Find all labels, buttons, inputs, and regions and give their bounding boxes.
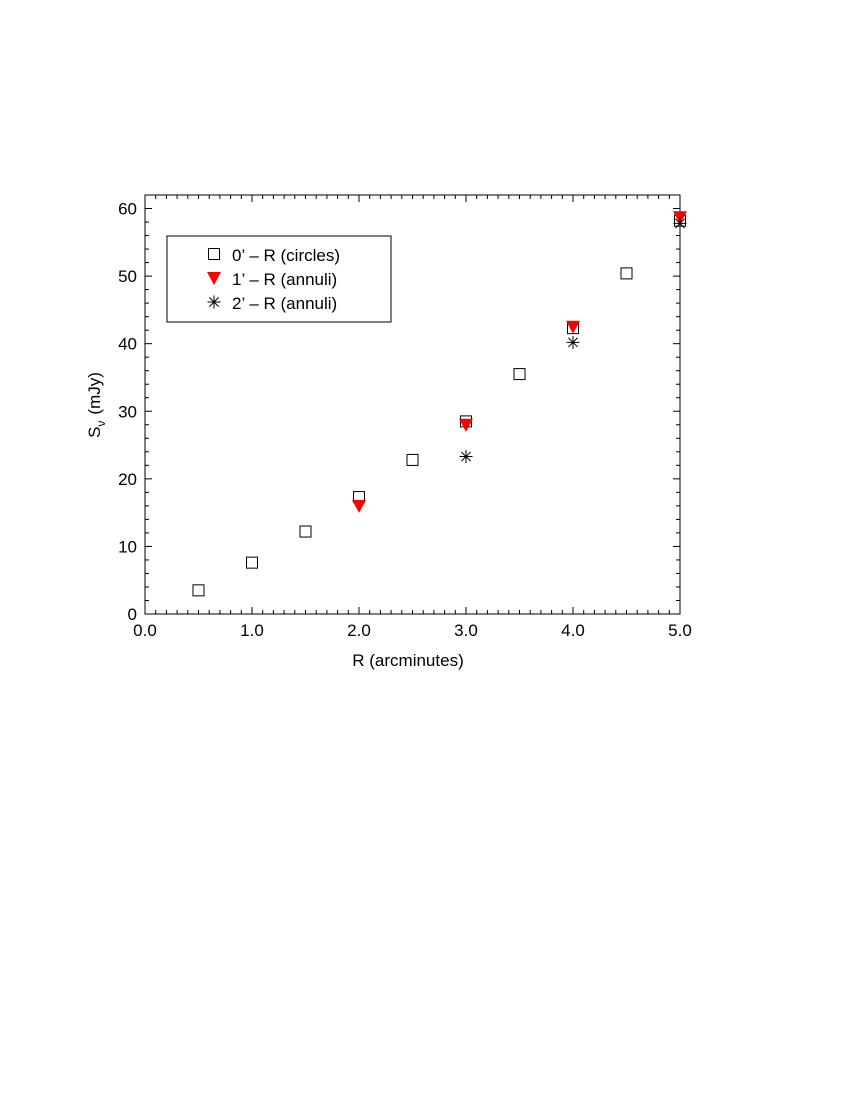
x-tick-label: 1.0	[240, 621, 264, 640]
x-axis-title: R (arcminutes)	[352, 651, 463, 670]
legend-markers	[207, 248, 221, 309]
data-point-series-0	[406, 453, 419, 466]
y-tick-label: 40	[118, 335, 137, 354]
data-point-series-0	[513, 368, 526, 381]
legend-box	[166, 235, 392, 323]
y-axis-title-main: S	[85, 427, 104, 438]
x-axis: 0.0 1.0 2.0 3.0 4.0 5.0	[133, 195, 692, 640]
x-tick-label: 2.0	[347, 621, 371, 640]
data-point-series-1	[566, 320, 580, 334]
data-point-series-0	[246, 556, 258, 569]
legend-label-series-2: 2’ – R (annuli)	[232, 294, 337, 313]
legend-label-series-0: 0’ – R (circles)	[232, 246, 340, 265]
data-point-series-2	[566, 335, 580, 349]
y-tick-label: 10	[118, 537, 137, 556]
legend-label-series-1: 1’ – R (annuli)	[232, 270, 337, 289]
data-point-series-0	[192, 584, 205, 597]
y-tick-label: 50	[118, 267, 137, 286]
x-tick-label: 5.0	[668, 621, 692, 640]
x-tick-label: 4.0	[561, 621, 585, 640]
svg-text:Sν(mJy): Sν (mJy)	[85, 372, 108, 438]
x-tick-label: 0.0	[133, 621, 157, 640]
data-point-series-0	[299, 525, 312, 538]
data-point-series-1	[459, 418, 473, 432]
y-tick-label: 20	[118, 470, 137, 489]
y-tick-label: 30	[118, 402, 137, 421]
legend: 0’ – R (circles) 1’ – R (annuli) 2’ – R …	[166, 235, 392, 323]
data-point-series-0	[620, 267, 633, 280]
y-axis-title: Sν (mJy)	[85, 372, 108, 438]
data-point-series-2	[673, 216, 687, 230]
legend-marker-series-0	[208, 248, 220, 260]
y-axis: 0 10 20 30 40 50 60	[118, 194, 680, 624]
y-axis-title-rest: (mJy)	[85, 372, 104, 414]
data-marks	[192, 211, 687, 597]
legend-marker-series-2	[207, 295, 221, 309]
y-tick-label: 0	[128, 605, 137, 624]
data-point-series-2	[459, 450, 473, 464]
legend-marker-series-1	[207, 272, 221, 285]
y-tick-label: 60	[118, 200, 137, 219]
y-axis-title-sub: ν	[94, 421, 108, 427]
data-point-series-1	[352, 499, 366, 513]
x-tick-label: 3.0	[454, 621, 478, 640]
